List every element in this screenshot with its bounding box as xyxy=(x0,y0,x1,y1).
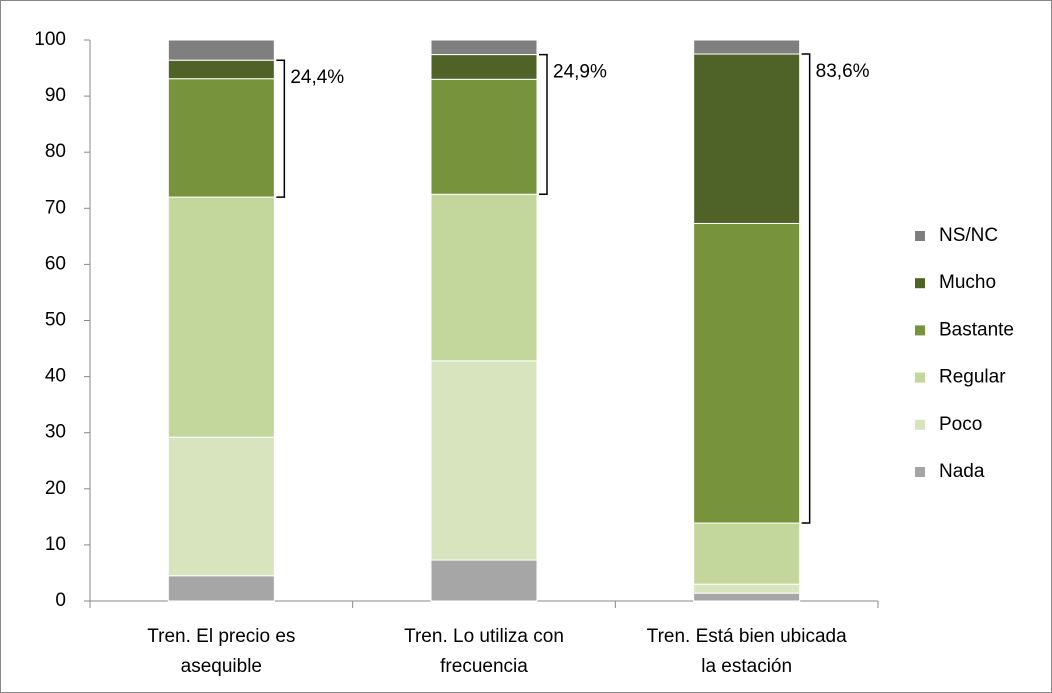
bracket xyxy=(539,53,548,196)
legend-swatch xyxy=(915,419,925,430)
y-tick-label: 70 xyxy=(45,197,66,218)
y-tick-label: 50 xyxy=(45,310,66,331)
legend-swatch xyxy=(915,278,925,289)
x-tick-label: la estación xyxy=(701,656,792,677)
x-tick-label: Tren. El precio es xyxy=(147,626,295,647)
bar-segment xyxy=(430,78,538,195)
x-tick-label: asequible xyxy=(181,656,262,677)
y-tick-label: 90 xyxy=(45,85,66,106)
bar-segment xyxy=(693,583,801,594)
legend-label: Nada xyxy=(939,461,985,482)
y-tick-label: 30 xyxy=(45,422,66,443)
legend-swatch xyxy=(915,231,925,241)
legend-label: Regular xyxy=(939,367,1006,388)
bar-segment xyxy=(167,39,275,61)
legend-label: Poco xyxy=(939,414,982,435)
y-tick-label: 100 xyxy=(34,29,66,50)
bar-segment xyxy=(693,39,801,55)
y-tick-label: 10 xyxy=(45,534,66,555)
annotation-label: 24,4% xyxy=(290,67,344,88)
bar-segment xyxy=(430,39,538,56)
y-tick-label: 80 xyxy=(45,141,66,162)
x-tick-label: Tren. Está bien ubicada xyxy=(647,626,847,647)
bracket xyxy=(801,53,811,524)
annotation-label: 24,9% xyxy=(553,62,607,83)
y-tick-label: 40 xyxy=(45,366,66,387)
annotation-label: 83,6% xyxy=(816,61,870,82)
bar-segment xyxy=(430,360,538,561)
y-tick-label: 0 xyxy=(55,590,66,611)
bar-segment xyxy=(693,522,801,585)
legend-label: Mucho xyxy=(939,272,996,293)
bar-segment xyxy=(167,575,275,602)
y-tick-label: 60 xyxy=(45,253,66,274)
bar-segment xyxy=(430,54,538,80)
bar-segment xyxy=(167,59,275,80)
legend-swatch xyxy=(915,325,925,336)
bar-segment xyxy=(693,592,801,602)
legend-swatch xyxy=(915,467,925,477)
bar-segment xyxy=(430,559,538,602)
bracket xyxy=(276,59,286,198)
legend-label: NS/NC xyxy=(939,225,998,246)
bar-segment xyxy=(167,196,275,438)
y-tick-label: 20 xyxy=(45,478,66,499)
bar-segment xyxy=(167,436,275,577)
legend-label: Bastante xyxy=(939,319,1014,340)
x-tick-label: frecuencia xyxy=(440,656,528,677)
legend-swatch xyxy=(915,372,925,383)
bar-segment xyxy=(430,193,538,362)
x-tick-label: Tren. Lo utiliza con xyxy=(404,626,564,647)
bar-segment xyxy=(167,78,275,198)
bar-segment xyxy=(693,222,801,524)
bar-segment xyxy=(693,53,801,224)
